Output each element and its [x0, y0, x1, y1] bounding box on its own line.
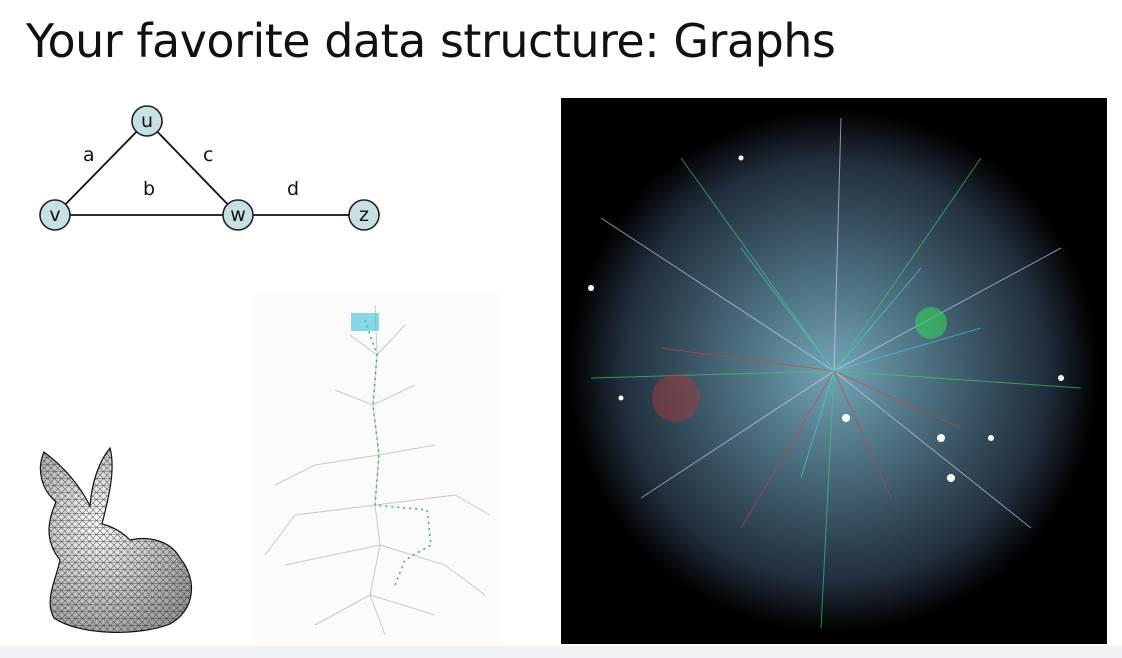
network-red-cluster	[652, 374, 700, 422]
edge-label-c: c	[203, 144, 213, 166]
bunny-body	[39, 446, 193, 633]
node-z-label: z	[359, 204, 369, 226]
node-w: w	[222, 199, 254, 231]
internet-map	[561, 98, 1107, 644]
network-hub	[937, 434, 945, 442]
edge-label-d: d	[287, 178, 299, 200]
network-hub	[842, 414, 850, 422]
node-v: v	[39, 199, 71, 231]
node-z: z	[348, 199, 380, 231]
tree-green-path	[364, 319, 432, 586]
network-hub	[738, 155, 744, 161]
graph-diagram: a b c d u v w z	[39, 105, 380, 231]
tree-graph-with-green-path	[255, 295, 500, 645]
edge-label-a: a	[83, 144, 95, 166]
network-hub	[1058, 375, 1064, 381]
network-hub	[988, 435, 994, 441]
node-v-label: v	[49, 204, 60, 226]
network-hub	[618, 395, 624, 401]
stanford-bunny-mesh	[39, 446, 193, 633]
edge-label-b: b	[143, 178, 155, 200]
edge-c	[146, 120, 239, 216]
node-u-label: u	[141, 110, 153, 132]
network-hubs	[588, 155, 1064, 482]
node-w-label: w	[230, 204, 246, 226]
network-hub	[588, 285, 594, 291]
network-hub	[947, 474, 955, 482]
network-green-cluster	[915, 307, 947, 339]
slide-title: Your favorite data structure: Graphs	[26, 14, 836, 68]
tree-highlight-cluster	[351, 313, 379, 331]
network-edges	[590, 117, 1082, 629]
edge-a	[54, 120, 148, 216]
node-u: u	[131, 105, 163, 137]
footer-strip	[0, 646, 1122, 658]
